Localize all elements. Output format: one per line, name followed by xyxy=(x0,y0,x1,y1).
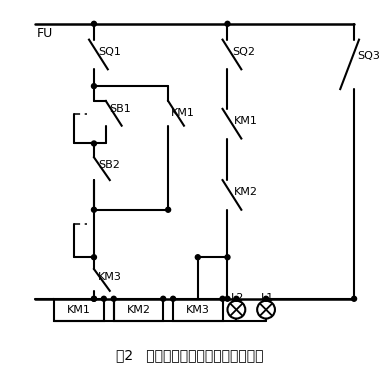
Text: KM1: KM1 xyxy=(233,116,257,126)
Circle shape xyxy=(170,296,175,301)
Circle shape xyxy=(91,296,96,301)
Text: KM1: KM1 xyxy=(67,305,91,315)
Text: L1: L1 xyxy=(260,293,274,303)
Circle shape xyxy=(234,296,239,301)
Text: SQ2: SQ2 xyxy=(232,46,255,56)
Text: SQ3: SQ3 xyxy=(357,52,380,61)
Text: KM3: KM3 xyxy=(186,305,210,315)
Circle shape xyxy=(101,296,106,301)
Circle shape xyxy=(225,21,230,26)
Circle shape xyxy=(91,207,96,212)
Circle shape xyxy=(166,207,170,212)
Circle shape xyxy=(225,255,230,260)
Text: L2: L2 xyxy=(231,293,244,303)
Circle shape xyxy=(220,296,225,301)
Text: KM3: KM3 xyxy=(98,272,122,282)
Circle shape xyxy=(227,301,245,319)
Circle shape xyxy=(352,296,357,301)
Circle shape xyxy=(91,21,96,26)
Text: SQ1: SQ1 xyxy=(98,46,121,56)
Text: SB1: SB1 xyxy=(109,104,131,114)
Circle shape xyxy=(91,296,96,301)
Bar xyxy=(114,299,163,321)
Circle shape xyxy=(91,84,96,89)
Text: 图2   球磨机变频调速改造控制电路图: 图2 球磨机变频调速改造控制电路图 xyxy=(116,348,264,362)
Circle shape xyxy=(257,301,275,319)
Text: SB2: SB2 xyxy=(98,160,120,170)
Text: KM2: KM2 xyxy=(233,187,257,197)
Circle shape xyxy=(91,255,96,260)
Circle shape xyxy=(111,296,116,301)
Text: KM2: KM2 xyxy=(126,305,151,315)
Circle shape xyxy=(225,296,230,301)
Circle shape xyxy=(161,296,166,301)
Circle shape xyxy=(91,141,96,146)
Text: KM1: KM1 xyxy=(171,108,195,118)
Bar xyxy=(55,299,104,321)
Bar xyxy=(173,299,223,321)
Circle shape xyxy=(195,255,200,260)
Circle shape xyxy=(263,296,268,301)
Text: FU: FU xyxy=(36,27,53,40)
